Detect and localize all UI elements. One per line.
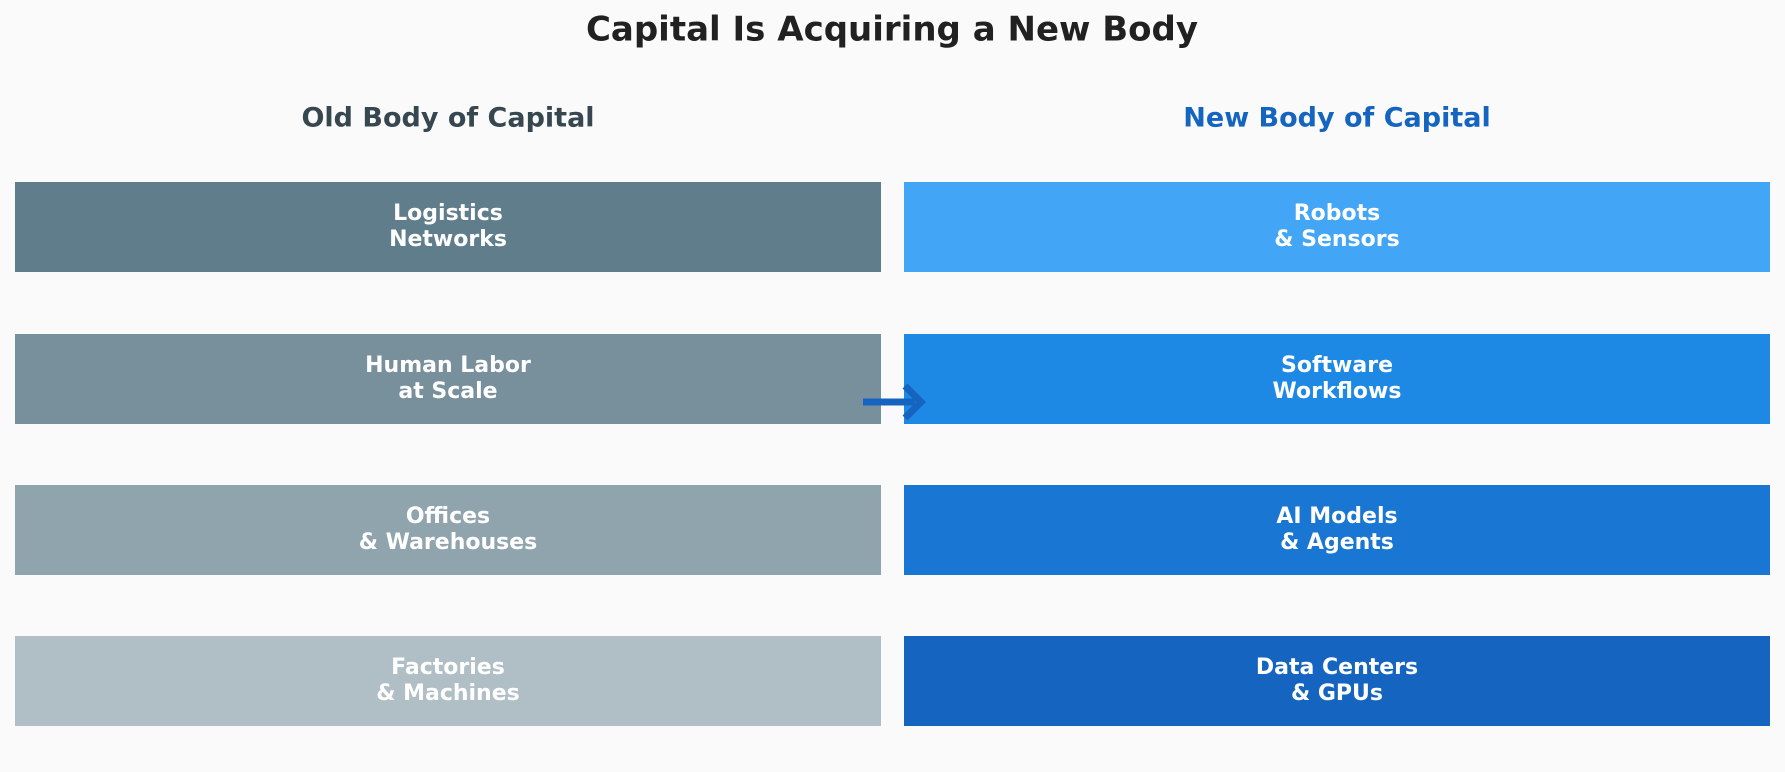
arrow — [863, 383, 926, 421]
new-box — [904, 334, 1770, 424]
new-box-label: Robots — [1294, 201, 1381, 226]
arrow-head — [902, 383, 926, 421]
new-box-label: Data Centers — [1256, 655, 1418, 680]
old-box-label: & Warehouses — [359, 530, 538, 555]
new-box-label: AI Models — [1276, 504, 1397, 529]
old-box-label: Logistics — [393, 201, 503, 226]
title: Capital Is Acquiring a New Body — [586, 10, 1198, 50]
old-box-label: Factories — [391, 655, 505, 680]
new-box-label: & GPUs — [1291, 681, 1383, 706]
old-box-label: Human Labor — [365, 353, 531, 378]
new-box — [904, 636, 1770, 726]
old-heading: Old Body of Capital — [301, 103, 594, 134]
old-box-label: & Machines — [376, 681, 520, 706]
new-box — [904, 182, 1770, 272]
new-box-label: Software — [1281, 353, 1393, 378]
old-box-label: at Scale — [398, 379, 497, 404]
new-box-label: Workflows — [1273, 379, 1402, 404]
new-heading: New Body of Capital — [1183, 103, 1490, 134]
new-box-label: & Sensors — [1274, 227, 1399, 252]
old-box-label: Networks — [389, 227, 507, 252]
old-box — [15, 182, 881, 272]
old-box — [15, 334, 881, 424]
old-box — [15, 485, 881, 575]
new-box-label: & Agents — [1280, 530, 1394, 555]
old-box — [15, 636, 881, 726]
new-box — [904, 485, 1770, 575]
old-box-label: Offices — [406, 504, 490, 529]
